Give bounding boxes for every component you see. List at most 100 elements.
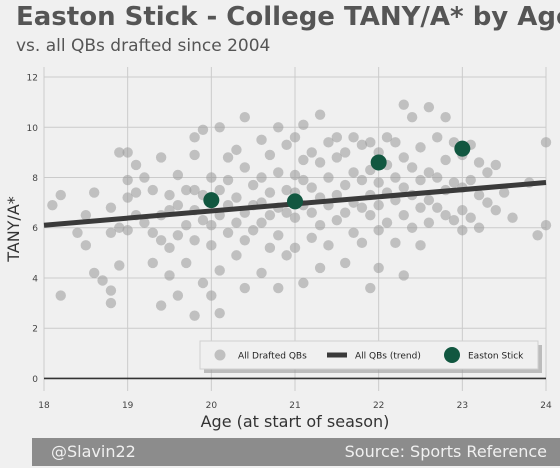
- qb-point: [273, 230, 284, 241]
- chart-subtitle: vs. all QBs drafted since 2004: [16, 36, 271, 56]
- qb-point: [348, 167, 359, 178]
- x-tick-label: 23: [457, 401, 468, 411]
- qb-point: [490, 204, 501, 216]
- qb-point: [314, 157, 326, 168]
- easton-stick-point: [287, 193, 303, 210]
- qb-point: [206, 240, 217, 251]
- qb-point: [482, 167, 493, 178]
- qb-point: [457, 204, 468, 216]
- qb-point: [197, 277, 209, 289]
- qb-point: [114, 222, 125, 233]
- qb-point: [432, 132, 443, 143]
- qb-point: [273, 282, 284, 294]
- qb-point: [398, 99, 409, 110]
- qb-point: [155, 235, 167, 246]
- footer-bar: @Slavin22 Source: Sports Reference: [32, 438, 560, 466]
- qb-point: [440, 112, 451, 123]
- qb-point: [473, 222, 485, 233]
- qb-point: [331, 215, 343, 226]
- qb-point: [89, 187, 100, 198]
- qb-point: [423, 167, 435, 178]
- qb-point: [172, 230, 184, 241]
- qb-point: [256, 172, 267, 183]
- qb-point: [55, 189, 66, 201]
- qb-point: [356, 202, 368, 213]
- qb-point: [164, 270, 175, 281]
- qb-point: [105, 227, 117, 238]
- qb-point: [214, 122, 225, 133]
- qb-point: [239, 235, 250, 246]
- qb-point: [222, 227, 234, 238]
- qb-point: [390, 137, 401, 148]
- qb-point: [256, 217, 267, 228]
- qb-point: [239, 112, 250, 123]
- qb-point: [448, 177, 460, 188]
- x-tick-label: 20: [206, 401, 218, 411]
- chart-title: Easton Stick - College TANY/A* by Age: [16, 2, 560, 32]
- qb-point: [281, 250, 292, 261]
- qb-point: [440, 209, 451, 221]
- qb-point: [373, 199, 384, 211]
- qb-point: [47, 199, 58, 211]
- qb-point: [214, 265, 225, 276]
- source-credit: Source: Sports Reference: [344, 442, 547, 461]
- qb-point: [105, 297, 117, 309]
- qb-point: [507, 212, 518, 223]
- qb-point: [122, 192, 133, 203]
- qb-point: [390, 237, 401, 249]
- qb-point: [314, 109, 326, 120]
- qb-point: [214, 307, 225, 319]
- qb-point: [231, 144, 242, 156]
- qb-point: [498, 187, 510, 198]
- qb-point: [247, 225, 259, 236]
- qb-point: [222, 174, 234, 186]
- qb-point: [323, 172, 334, 183]
- qb-point: [306, 232, 317, 243]
- qb-point: [289, 242, 301, 254]
- x-tick-label: 24: [540, 401, 552, 411]
- qb-point: [55, 290, 66, 301]
- qb-point: [423, 101, 435, 113]
- qb-point: [264, 149, 276, 161]
- qb-point: [540, 220, 552, 231]
- qb-point: [281, 139, 292, 151]
- qb-point: [323, 240, 334, 251]
- qb-point: [289, 212, 301, 223]
- qb-point: [540, 137, 552, 148]
- qb-point: [231, 192, 242, 203]
- qb-point: [239, 282, 250, 294]
- qb-point: [390, 172, 401, 183]
- qb-point: [381, 132, 393, 143]
- qb-point: [172, 290, 184, 301]
- legend-label-1: All QBs (trend): [355, 352, 421, 362]
- y-tick-label: 12: [27, 74, 38, 84]
- qb-point: [164, 189, 175, 201]
- qb-point: [398, 182, 409, 193]
- easton-stick-point: [203, 192, 220, 209]
- qb-point: [147, 227, 158, 238]
- qb-point: [72, 227, 83, 238]
- qb-point: [373, 225, 384, 236]
- qb-point: [406, 162, 418, 173]
- qb-point: [206, 172, 217, 183]
- qb-point: [130, 187, 142, 198]
- qb-point: [155, 300, 167, 311]
- legend-qb-marker: [214, 349, 226, 361]
- y-tick-label: 4: [32, 274, 38, 284]
- qb-point: [398, 152, 409, 163]
- qb-point: [189, 132, 200, 143]
- qb-point: [147, 257, 158, 269]
- qb-point: [340, 147, 351, 158]
- qb-point: [306, 147, 317, 158]
- qb-point: [356, 237, 368, 249]
- qb-point: [80, 240, 92, 251]
- qb-point: [306, 182, 317, 193]
- qb-point: [89, 267, 100, 279]
- qb-point: [415, 142, 426, 153]
- qb-point: [457, 225, 468, 236]
- qb-point: [348, 132, 359, 143]
- qb-point: [147, 184, 158, 196]
- qb-point: [264, 187, 276, 198]
- qb-point: [181, 220, 192, 231]
- qb-point: [256, 134, 267, 146]
